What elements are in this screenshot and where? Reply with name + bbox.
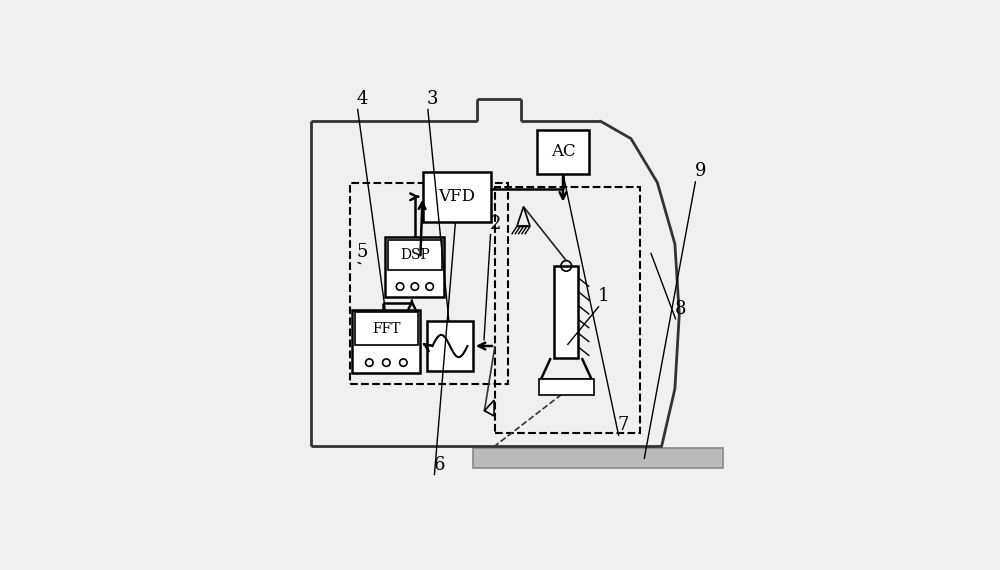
Text: FFT: FFT xyxy=(372,321,401,336)
Bar xyxy=(423,172,491,222)
Text: DSP: DSP xyxy=(400,248,430,262)
Text: 4: 4 xyxy=(357,89,368,108)
Text: AC: AC xyxy=(551,143,575,160)
Bar xyxy=(473,447,723,468)
Text: 5: 5 xyxy=(357,243,368,261)
Text: 8: 8 xyxy=(675,300,686,318)
Bar xyxy=(554,266,578,358)
Bar xyxy=(385,237,444,296)
Bar xyxy=(427,321,473,371)
Bar xyxy=(350,182,508,384)
Text: 3: 3 xyxy=(427,89,438,108)
Text: 7: 7 xyxy=(618,417,629,434)
Bar xyxy=(495,187,640,433)
Text: VFD: VFD xyxy=(438,188,475,205)
Bar xyxy=(355,312,418,345)
Text: 6: 6 xyxy=(433,456,445,474)
Bar xyxy=(352,310,420,373)
Text: 9: 9 xyxy=(695,162,706,180)
Bar xyxy=(539,379,594,394)
Text: 2: 2 xyxy=(490,214,501,233)
Bar xyxy=(388,239,442,270)
Bar xyxy=(537,130,589,174)
Text: 1: 1 xyxy=(598,287,610,305)
